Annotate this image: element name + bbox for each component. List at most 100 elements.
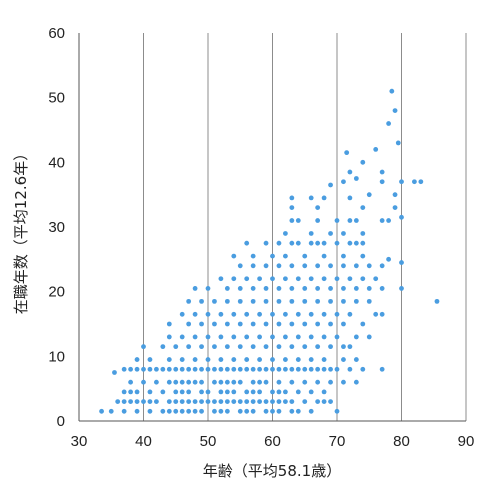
data-point xyxy=(276,389,282,395)
data-point xyxy=(418,179,424,185)
data-point xyxy=(179,334,185,340)
data-point xyxy=(334,240,340,246)
data-point xyxy=(257,276,262,282)
data-point xyxy=(302,263,308,269)
data-point xyxy=(321,195,327,201)
data-point xyxy=(399,286,404,291)
data-point xyxy=(192,379,198,385)
data-point xyxy=(237,286,243,291)
data-point xyxy=(353,334,359,340)
data-point xyxy=(379,218,385,223)
data-point xyxy=(360,253,366,259)
data-point xyxy=(231,253,237,259)
data-point xyxy=(341,263,346,269)
data-point xyxy=(353,263,359,269)
data-point xyxy=(263,286,269,291)
data-point xyxy=(231,276,237,282)
data-point xyxy=(366,334,372,340)
data-point xyxy=(205,311,211,317)
data-point xyxy=(237,263,243,269)
data-point xyxy=(315,399,321,404)
data-point xyxy=(289,408,295,414)
x-tick-label: 70 xyxy=(329,433,346,450)
data-point xyxy=(237,321,243,327)
data-point xyxy=(179,399,185,404)
data-points xyxy=(99,88,440,414)
data-point xyxy=(244,389,250,395)
data-point xyxy=(434,298,440,304)
data-point xyxy=(134,357,140,362)
data-point xyxy=(295,389,301,395)
data-point xyxy=(244,408,250,414)
data-point xyxy=(147,389,153,395)
data-point xyxy=(341,298,346,304)
data-point xyxy=(347,240,353,246)
data-point xyxy=(321,389,327,395)
data-point xyxy=(192,399,198,404)
data-point xyxy=(244,240,250,246)
data-point xyxy=(276,240,282,246)
data-point xyxy=(115,399,121,404)
x-tick-label: 50 xyxy=(200,433,217,450)
data-point xyxy=(399,260,404,265)
data-point xyxy=(263,366,269,372)
data-point xyxy=(99,408,104,414)
x-tick-labels: 30 40 50 60 70 80 90 xyxy=(71,433,475,450)
data-point xyxy=(276,263,282,269)
data-point xyxy=(199,408,204,414)
data-point xyxy=(334,408,340,414)
data-point xyxy=(224,366,230,372)
data-point xyxy=(192,311,198,317)
data-point xyxy=(341,286,346,291)
data-point xyxy=(315,240,321,246)
data-point xyxy=(166,366,172,372)
data-point xyxy=(179,357,185,362)
data-point xyxy=(341,379,346,385)
y-tick-label: 50 xyxy=(48,90,65,107)
data-point xyxy=(212,366,217,372)
data-point xyxy=(392,108,398,113)
data-point xyxy=(289,298,295,304)
data-point xyxy=(347,311,353,317)
data-point xyxy=(270,276,275,282)
data-point xyxy=(212,344,217,350)
data-point xyxy=(341,253,346,259)
data-point xyxy=(341,179,346,185)
data-point xyxy=(257,379,262,385)
data-point xyxy=(237,408,243,414)
data-point xyxy=(212,321,217,327)
data-point xyxy=(328,366,333,372)
y-tick-label: 20 xyxy=(48,284,65,301)
data-point xyxy=(315,366,321,372)
data-point xyxy=(199,389,204,395)
data-point xyxy=(173,344,179,350)
data-point xyxy=(257,366,262,372)
data-point xyxy=(308,408,314,414)
data-point xyxy=(366,263,372,269)
data-point xyxy=(257,311,262,317)
data-point xyxy=(386,218,391,223)
data-point xyxy=(154,399,159,404)
data-point xyxy=(289,286,295,291)
data-point xyxy=(270,366,275,372)
data-point xyxy=(399,214,404,220)
data-point xyxy=(244,357,250,362)
data-point xyxy=(231,379,237,385)
data-point xyxy=(379,179,385,185)
data-point xyxy=(179,379,185,385)
data-point xyxy=(347,276,353,282)
data-point xyxy=(192,408,198,414)
y-tick-labels: 0 10 20 30 40 50 60 xyxy=(48,25,65,430)
data-point xyxy=(328,286,333,291)
data-point xyxy=(218,357,224,362)
data-point xyxy=(295,357,301,362)
data-point xyxy=(321,357,327,362)
data-point xyxy=(295,311,301,317)
data-point xyxy=(237,366,243,372)
data-point xyxy=(328,231,333,236)
data-point xyxy=(379,366,385,372)
data-point xyxy=(295,240,301,246)
data-point xyxy=(160,408,166,414)
data-point xyxy=(353,240,359,246)
data-point xyxy=(199,298,204,304)
